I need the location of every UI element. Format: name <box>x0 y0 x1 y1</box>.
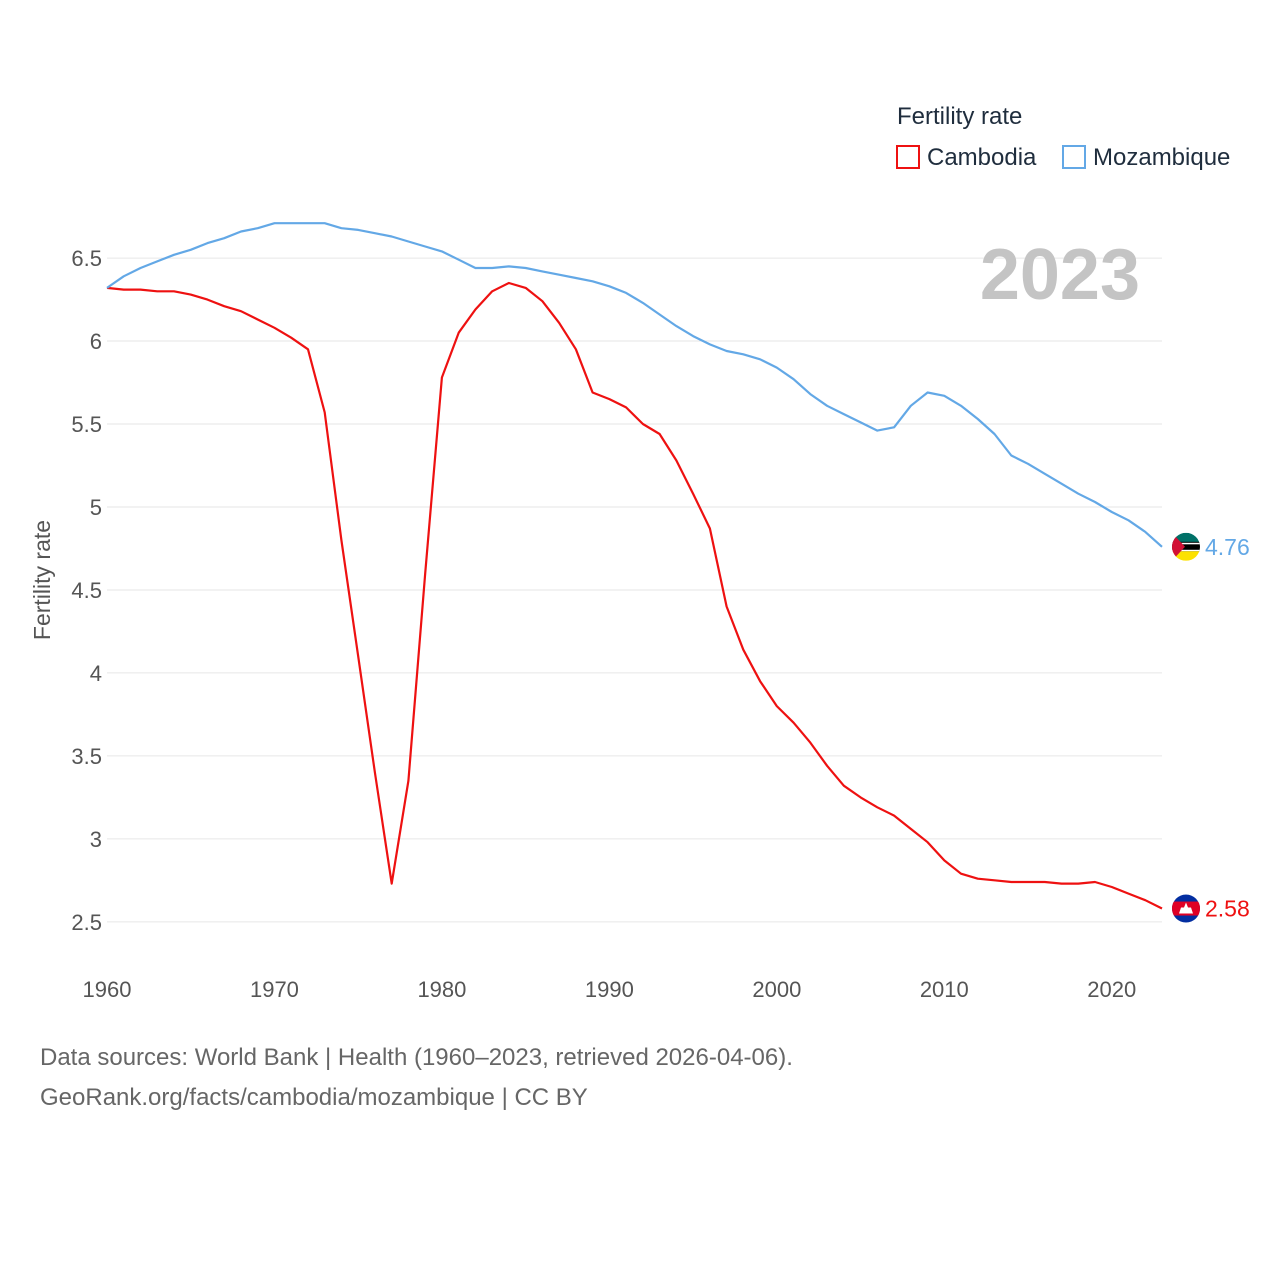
footer-sources: Data sources: World Bank | Health (1960–… <box>40 1044 793 1071</box>
footer-attribution: GeoRank.org/facts/cambodia/mozambique | … <box>40 1084 588 1111</box>
y-tick-label: 4.5 <box>71 578 102 603</box>
y-tick-label: 5 <box>90 495 102 520</box>
y-tick-label: 5.5 <box>71 412 102 437</box>
mozambique-flag-icon <box>1172 532 1200 561</box>
series-line-cambodia <box>106 281 1163 910</box>
x-tick-label: 1990 <box>585 977 634 1002</box>
y-tick-label: 3 <box>90 827 102 852</box>
x-tick-label: 1960 <box>83 977 132 1002</box>
end-value-label-mozambique: 4.76 <box>1205 534 1250 560</box>
flag-body <box>1172 532 1200 561</box>
grid-lines <box>107 257 1162 923</box>
legend-title: Fertility rate <box>897 103 1022 130</box>
y-tick-label: 6 <box>90 329 102 354</box>
x-tick-label: 2020 <box>1087 977 1136 1002</box>
legend-item-mozambique[interactable]: Mozambique <box>1062 144 1230 171</box>
flag-body <box>1172 894 1200 923</box>
flag-stripe-top <box>1172 542 1200 545</box>
year-label: 2023 <box>980 235 1140 315</box>
end-markers: 2.58 4.76 <box>1172 532 1250 923</box>
y-tick-label: 6.5 <box>71 246 102 271</box>
flag-band-green <box>1172 532 1200 543</box>
cambodia-flag-icon <box>1172 894 1200 923</box>
legend-item-cambodia[interactable]: Cambodia <box>896 144 1037 171</box>
y-tick-label: 3.5 <box>71 744 102 769</box>
series-line-mozambique <box>106 222 1163 548</box>
x-tick-label: 2010 <box>920 977 969 1002</box>
legend-swatch-mozambique <box>1062 145 1086 169</box>
flag-band-black <box>1172 541 1200 552</box>
flag-band-yellow <box>1172 551 1200 561</box>
flag-temple <box>1179 902 1193 914</box>
y-tick-label: 4 <box>90 661 102 686</box>
x-tick-label: 1980 <box>417 977 466 1002</box>
legend-label-cambodia: Cambodia <box>927 144 1037 171</box>
flag-stripe-bottom <box>1172 549 1200 552</box>
legend: Fertility rate Cambodia Mozambique <box>896 103 1230 171</box>
fertility-rate-chart: 2.5 3 3.5 4 4.5 5 5.5 6 6.5 1960 1970 1980 1990 2000… <box>29 103 1250 1002</box>
y-axis-ticks: 2.5 3 3.5 4 4.5 5 5.5 6 6.5 <box>71 246 102 935</box>
flag-triangle <box>1172 532 1185 561</box>
x-axis-ticks: 1960 1970 1980 1990 2000 2010 2020 <box>83 977 1137 1002</box>
x-tick-label: 1970 <box>250 977 299 1002</box>
legend-swatch-cambodia <box>896 145 920 169</box>
end-value-label-cambodia: 2.58 <box>1205 896 1250 922</box>
legend-label-mozambique: Mozambique <box>1093 144 1230 171</box>
y-axis-title: Fertility rate <box>29 520 55 640</box>
series-lines <box>106 222 1163 910</box>
x-tick-label: 2000 <box>752 977 801 1002</box>
y-tick-label: 2.5 <box>71 910 102 935</box>
